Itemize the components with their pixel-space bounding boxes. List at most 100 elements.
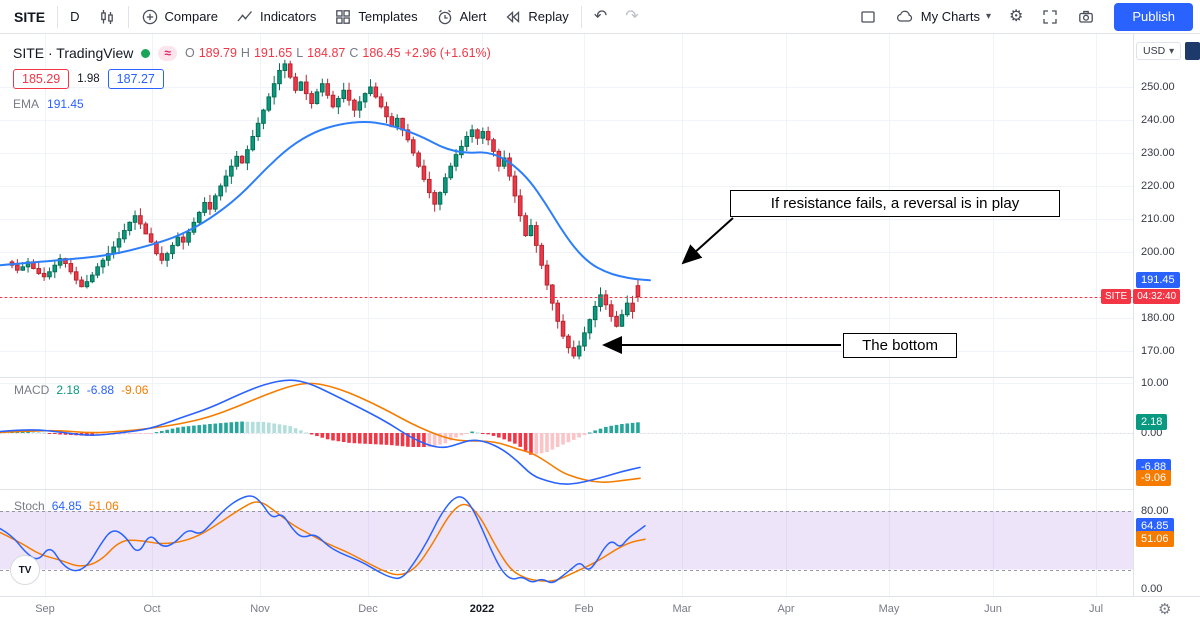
low-value: 184.87 xyxy=(307,46,346,60)
time-axis-label: Jun xyxy=(984,603,1002,615)
compare-label: Compare xyxy=(164,9,218,24)
publish-button[interactable]: Publish xyxy=(1114,2,1193,31)
redo-icon: ↷ xyxy=(625,7,639,25)
alert-label: Alert xyxy=(459,9,487,24)
price-axis-label: 200.00 xyxy=(1141,246,1175,258)
fullscreen-icon xyxy=(1041,8,1059,26)
alarm-clock-icon xyxy=(436,8,454,26)
macd-pane-canvas[interactable] xyxy=(0,377,1133,489)
time-axis-label: 2022 xyxy=(469,603,495,615)
chart-type-button[interactable] xyxy=(89,0,125,34)
pane-separator[interactable] xyxy=(0,489,1200,490)
price-scale-column[interactable]: USD ▾ SITE 04:32:40 250.00 240.00 230.00 22… xyxy=(1101,34,1200,596)
countdown-timer: 04:32:40 xyxy=(1133,288,1181,304)
symbol-button[interactable]: SITE xyxy=(0,0,54,34)
toolbar-right-group: My Charts ▾ ⚙ Publish xyxy=(850,0,1200,34)
legend-title-row: SITE · TradingView ≈ O 189.79 H 191.65 L 18… xyxy=(13,45,491,61)
time-axis-label: Oct xyxy=(143,603,161,615)
macd-legend[interactable]: MACD 2.18 -6.88 -9.06 xyxy=(14,383,148,397)
stoch-d-value: 51.06 xyxy=(88,499,119,513)
time-axis-label: Sep xyxy=(35,603,55,615)
interval-label: D xyxy=(70,9,80,24)
high-label: H xyxy=(240,46,250,60)
tradingview-logo[interactable]: TV xyxy=(10,555,40,585)
ema-value: 191.45 xyxy=(47,97,84,111)
camera-icon xyxy=(1077,8,1095,26)
my-charts-label: My Charts xyxy=(920,9,980,24)
pane-separator[interactable] xyxy=(0,377,1200,378)
price-axis-label: 250.00 xyxy=(1141,81,1175,93)
ema-label[interactable]: EMA xyxy=(13,97,40,111)
toolbar-separator xyxy=(127,5,129,28)
annotation-resistance-note[interactable]: If resistance fails, a reversal is in pl… xyxy=(730,190,1060,217)
chart-title[interactable]: SITE · TradingView xyxy=(13,45,134,61)
macd-signal-value: -9.06 xyxy=(121,383,149,397)
undo-icon: ↶ xyxy=(593,7,608,25)
time-axis-label: May xyxy=(878,603,900,615)
compare-plus-icon xyxy=(141,8,159,26)
stoch-d-badge: 51.06 xyxy=(1136,531,1174,548)
compare-button[interactable]: Compare xyxy=(132,0,227,34)
market-status-icon xyxy=(141,48,151,58)
scale-settings-button[interactable] xyxy=(1185,42,1200,60)
layout-button[interactable] xyxy=(850,0,886,34)
interval-button[interactable]: D xyxy=(61,0,88,34)
my-charts-button[interactable]: My Charts ▾ xyxy=(886,0,1000,34)
data-feed-pill-icon[interactable]: ≈ xyxy=(158,45,177,61)
low-label: L xyxy=(296,46,304,60)
annotation-bottom-note[interactable]: The bottom xyxy=(843,333,957,358)
stoch-legend[interactable]: Stoch 64.85 51.06 xyxy=(14,499,119,513)
currency-scale-button[interactable]: USD ▾ xyxy=(1136,42,1182,60)
currency-label: USD xyxy=(1143,45,1166,57)
undo-button[interactable]: ↶ xyxy=(585,0,616,34)
alert-button[interactable]: Alert xyxy=(427,0,496,34)
ema-legend-row: EMA 191.45 xyxy=(13,97,491,111)
symbol-badge: SITE xyxy=(1101,288,1132,304)
stoch-axis-label: 0.00 xyxy=(1141,583,1163,595)
top-toolbar: SITE D Compare Indicators Templates Aler xyxy=(0,0,1200,34)
time-axis-label: Nov xyxy=(250,603,270,615)
toolbar-left-group: SITE D Compare Indicators Templates Aler xyxy=(0,0,648,34)
gear-icon: ⚙ xyxy=(1009,7,1024,25)
price-axis-label: 170.00 xyxy=(1141,345,1175,357)
replay-label: Replay xyxy=(528,9,569,24)
time-axis-label: Dec xyxy=(358,603,378,615)
settings-button[interactable]: ⚙ xyxy=(1000,0,1032,34)
templates-label: Templates xyxy=(358,9,418,24)
replay-icon xyxy=(504,8,522,26)
indicators-label: Indicators xyxy=(259,9,317,24)
price-axis-label: 180.00 xyxy=(1141,312,1175,324)
change-value: +2.96 (+1.61%) xyxy=(404,46,491,60)
macd-label: MACD xyxy=(14,383,50,397)
chevron-down-icon: ▾ xyxy=(1169,45,1175,57)
countdown-badge: SITE 04:32:40 xyxy=(1101,288,1181,304)
toolbar-separator xyxy=(57,5,59,28)
stoch-pane-canvas[interactable] xyxy=(0,489,1133,596)
open-label: O xyxy=(184,46,195,60)
redo-button[interactable]: ↷ xyxy=(616,0,647,34)
toolbar-separator xyxy=(580,5,582,28)
time-axis-label: Mar xyxy=(672,603,692,615)
time-axis[interactable]: ⚙ Sep Oct Nov Dec 2022 Feb Mar Apr May Jun Jul xyxy=(0,596,1200,622)
fullscreen-button[interactable] xyxy=(1032,0,1068,34)
high-value: 191.65 xyxy=(253,46,293,60)
cloud-icon xyxy=(895,8,915,26)
replay-button[interactable]: Replay xyxy=(495,0,577,34)
spread-value: 1.98 xyxy=(77,73,100,85)
stoch-k-badge: 64.85 xyxy=(1136,517,1174,534)
indicators-button[interactable]: Indicators xyxy=(227,0,325,34)
squiggle-icon: ≈ xyxy=(164,46,171,60)
sell-button[interactable]: 185.29 xyxy=(13,69,70,89)
screenshot-button[interactable] xyxy=(1068,0,1104,34)
candlestick-icon xyxy=(98,8,116,26)
layout-icon xyxy=(859,8,877,26)
templates-button[interactable]: Templates xyxy=(325,0,426,34)
price-axis-label: 230.00 xyxy=(1141,147,1175,159)
macd-hist-value: 2.18 xyxy=(56,383,80,397)
buy-button[interactable]: 187.27 xyxy=(107,69,164,89)
indicators-icon xyxy=(236,8,254,26)
chevron-down-icon: ▾ xyxy=(985,11,992,22)
axis-gear-icon[interactable]: ⚙ xyxy=(1158,601,1172,618)
open-value: 189.79 xyxy=(198,46,237,60)
